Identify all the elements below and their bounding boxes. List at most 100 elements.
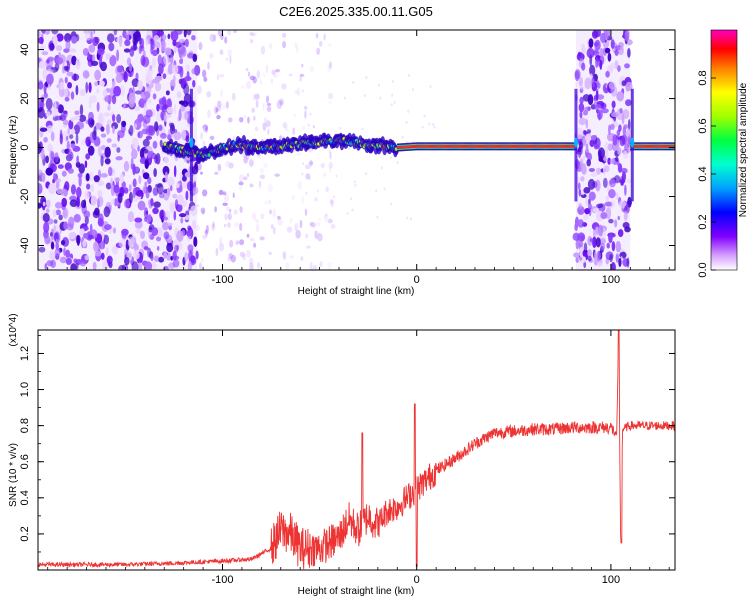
heatmap-cell [118, 264, 126, 270]
heatmap-cell [267, 128, 270, 136]
heatmap-cell [70, 91, 75, 100]
ridge-core [531, 144, 534, 148]
heatmap-cell [41, 30, 46, 35]
heatmap-cell [144, 159, 149, 170]
heatmap-cell [173, 165, 177, 178]
ridge-core [473, 144, 475, 148]
heatmap-cell [198, 262, 202, 270]
ridge-core [404, 145, 406, 149]
ridge-core [546, 144, 548, 148]
heatmap-cell [173, 74, 176, 83]
ridge-core [442, 144, 444, 148]
heatmap-cell [84, 32, 92, 41]
spectrogram-y-tick-label: -20 [19, 189, 31, 205]
heatmap-cell [172, 39, 177, 47]
heatmap-cell [166, 106, 174, 114]
heatmap-cell [432, 123, 435, 127]
heatmap-cell [150, 39, 155, 51]
heatmap-cell [45, 97, 53, 110]
heatmap-cell [231, 92, 236, 101]
heatmap-cell [211, 223, 216, 231]
heatmap-cell [619, 46, 624, 51]
heatmap-cell [578, 255, 587, 264]
heatmap-cell [282, 251, 287, 261]
ridge-core [524, 144, 526, 148]
heatmap-cell [411, 88, 414, 92]
heatmap-cell [147, 99, 152, 104]
heatmap-cell [610, 262, 616, 270]
heatmap-cell [318, 40, 323, 47]
heatmap-cell [115, 156, 123, 161]
heatmap-cell [104, 158, 111, 165]
heatmap-cell [68, 119, 74, 130]
heatmap-cell [192, 79, 196, 88]
heatmap-cell [132, 187, 136, 199]
heatmap-cell [595, 90, 599, 101]
heatmap-cell [272, 226, 276, 235]
heatmap-cell [613, 219, 618, 228]
heatmap-cell [220, 33, 224, 41]
heatmap-cell [299, 219, 303, 229]
heatmap-cell [167, 33, 171, 40]
heatmap-cell [185, 190, 189, 201]
heatmap-cell [214, 171, 219, 175]
heatmap-cell [92, 36, 99, 47]
heatmap-cell [238, 174, 245, 182]
heatmap-cell [263, 162, 268, 168]
heatmap-cell [186, 230, 192, 237]
ridge-core [516, 144, 518, 148]
heatmap-cell [192, 186, 199, 195]
heatmap-cell [198, 41, 203, 51]
heatmap-cell [105, 53, 113, 58]
heatmap-cell [281, 32, 287, 38]
heatmap-cell [625, 81, 633, 92]
heatmap-cell [580, 163, 587, 175]
heatmap-cell [137, 262, 143, 270]
heatmap-cell [259, 174, 266, 180]
heatmap-cell [578, 102, 585, 113]
ridge-core [468, 144, 471, 148]
heatmap-cell [605, 195, 610, 202]
heatmap-cell [67, 168, 74, 174]
heatmap-cell [57, 164, 64, 169]
spectrogram-x-label: Height of straight line (km) [298, 286, 415, 297]
ridge-core [497, 144, 499, 148]
heatmap-cell [47, 84, 51, 91]
ridge-core [474, 144, 476, 148]
heatmap-cell [578, 76, 583, 87]
ridge-core [480, 144, 482, 148]
heatmap-cell [627, 119, 631, 131]
ridge-core [559, 144, 561, 148]
heatmap-cell [173, 45, 177, 52]
ridge-core [505, 144, 507, 148]
ridge-core [672, 144, 674, 148]
ridge-core [424, 144, 426, 148]
ridge-core [503, 144, 505, 148]
ridge-core [460, 144, 462, 148]
ridge-core [459, 144, 461, 148]
ridge-core [467, 144, 470, 148]
heatmap-cell [579, 111, 583, 119]
heatmap-cell [172, 250, 177, 261]
heatmap-cell [295, 45, 299, 53]
ridge-core [430, 144, 433, 148]
heatmap-cell [45, 111, 51, 118]
heatmap-cell [213, 34, 217, 42]
ridge-core [441, 144, 443, 148]
heatmap-cell [612, 233, 616, 238]
heatmap-cell [44, 263, 48, 270]
heatmap-cell [190, 255, 196, 264]
heatmap-cell [88, 44, 96, 53]
heatmap-cell [88, 234, 94, 240]
heatmap-cell [328, 150, 331, 154]
heatmap-cell [249, 257, 254, 265]
heatmap-cell [375, 189, 378, 193]
heatmap-cell [588, 198, 591, 205]
heatmap-cell [616, 108, 624, 120]
heatmap-cell [154, 155, 159, 164]
heatmap-cell [55, 57, 64, 65]
ridge-core [463, 144, 466, 148]
heatmap-cell [230, 254, 237, 263]
heatmap-cell [45, 167, 54, 176]
heatmap-cell [596, 82, 601, 89]
